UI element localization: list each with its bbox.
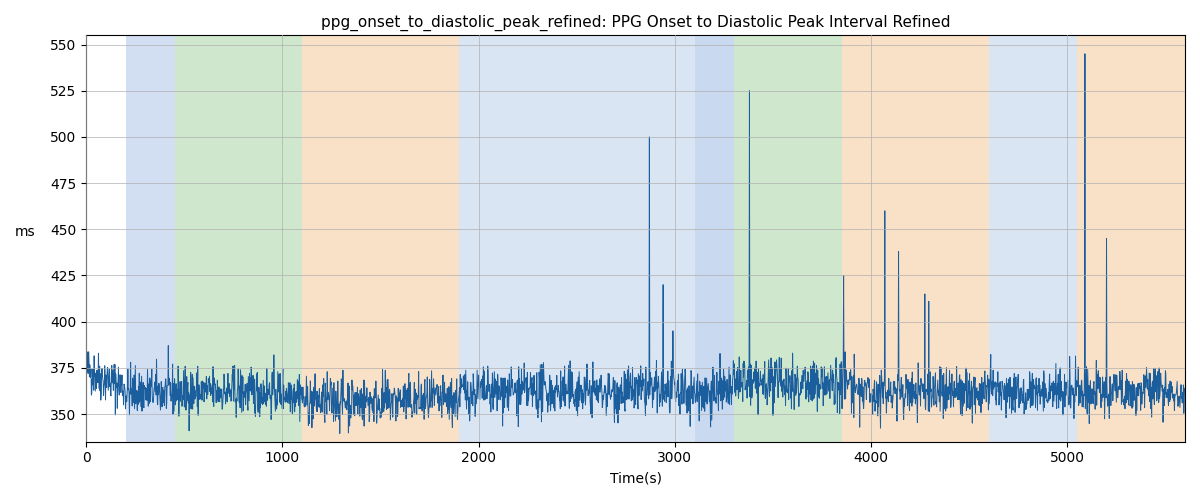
- X-axis label: Time(s): Time(s): [610, 471, 661, 485]
- Bar: [695, 36, 733, 442]
- Bar: [841, 36, 989, 442]
- Bar: [302, 36, 460, 442]
- Title: ppg_onset_to_diastolic_peak_refined: PPG Onset to Diastolic Peak Interval Refine: ppg_onset_to_diastolic_peak_refined: PPG…: [320, 15, 950, 31]
- Bar: [989, 36, 1078, 442]
- Bar: [126, 36, 174, 442]
- Y-axis label: ms: ms: [14, 224, 36, 238]
- Bar: [1078, 36, 1189, 442]
- Bar: [460, 36, 695, 442]
- Bar: [174, 36, 302, 442]
- Bar: [733, 36, 841, 442]
